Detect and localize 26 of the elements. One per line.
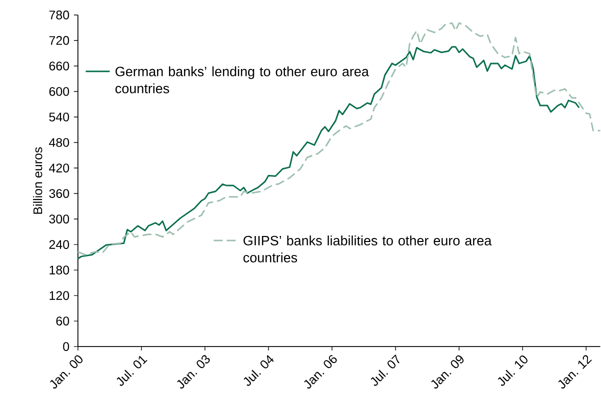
y-tick-label: 420 xyxy=(49,163,70,172)
y-tick-label: 120 xyxy=(50,290,70,300)
x-tick-label: Jan. 03 xyxy=(177,354,210,388)
y-tick-label: 660 xyxy=(49,61,70,70)
y-tick-label: 540 xyxy=(49,112,70,122)
y-tick-label: 240 xyxy=(49,240,70,249)
y-tick-label: 480 xyxy=(49,138,70,147)
x-tick-label: Jan. 00 xyxy=(50,355,83,388)
x-tick-label: Jan. 09 xyxy=(431,355,464,388)
y-axis-title: Billion euros xyxy=(33,147,42,214)
y-tick-label: 180 xyxy=(50,265,70,274)
x-tick-label: Jan. 12 xyxy=(558,354,592,388)
y-tick-label: 600 xyxy=(49,86,70,96)
x-tick-label: Jul. 01 xyxy=(116,356,148,386)
y-tick-label: 0 xyxy=(63,342,70,351)
y-tick-label: 60 xyxy=(56,316,70,326)
y-tick-label: 300 xyxy=(49,214,70,224)
y-tick-label: 720 xyxy=(49,36,70,45)
y-tick-label: 780 xyxy=(49,10,70,20)
legend-label: German banks’ lending to other euro area countries xyxy=(115,66,369,94)
x-tick-label: Jul. 10 xyxy=(498,355,528,386)
y-tick-label: 360 xyxy=(49,188,70,198)
legend-label: GIIPS’ banks liabilities to other euro area countries xyxy=(243,235,492,262)
x-tick-label: Jan. 06 xyxy=(304,354,337,388)
x-tick-label: Jul. 07 xyxy=(370,354,400,386)
x-tick-label: Jul. 04 xyxy=(244,354,274,386)
